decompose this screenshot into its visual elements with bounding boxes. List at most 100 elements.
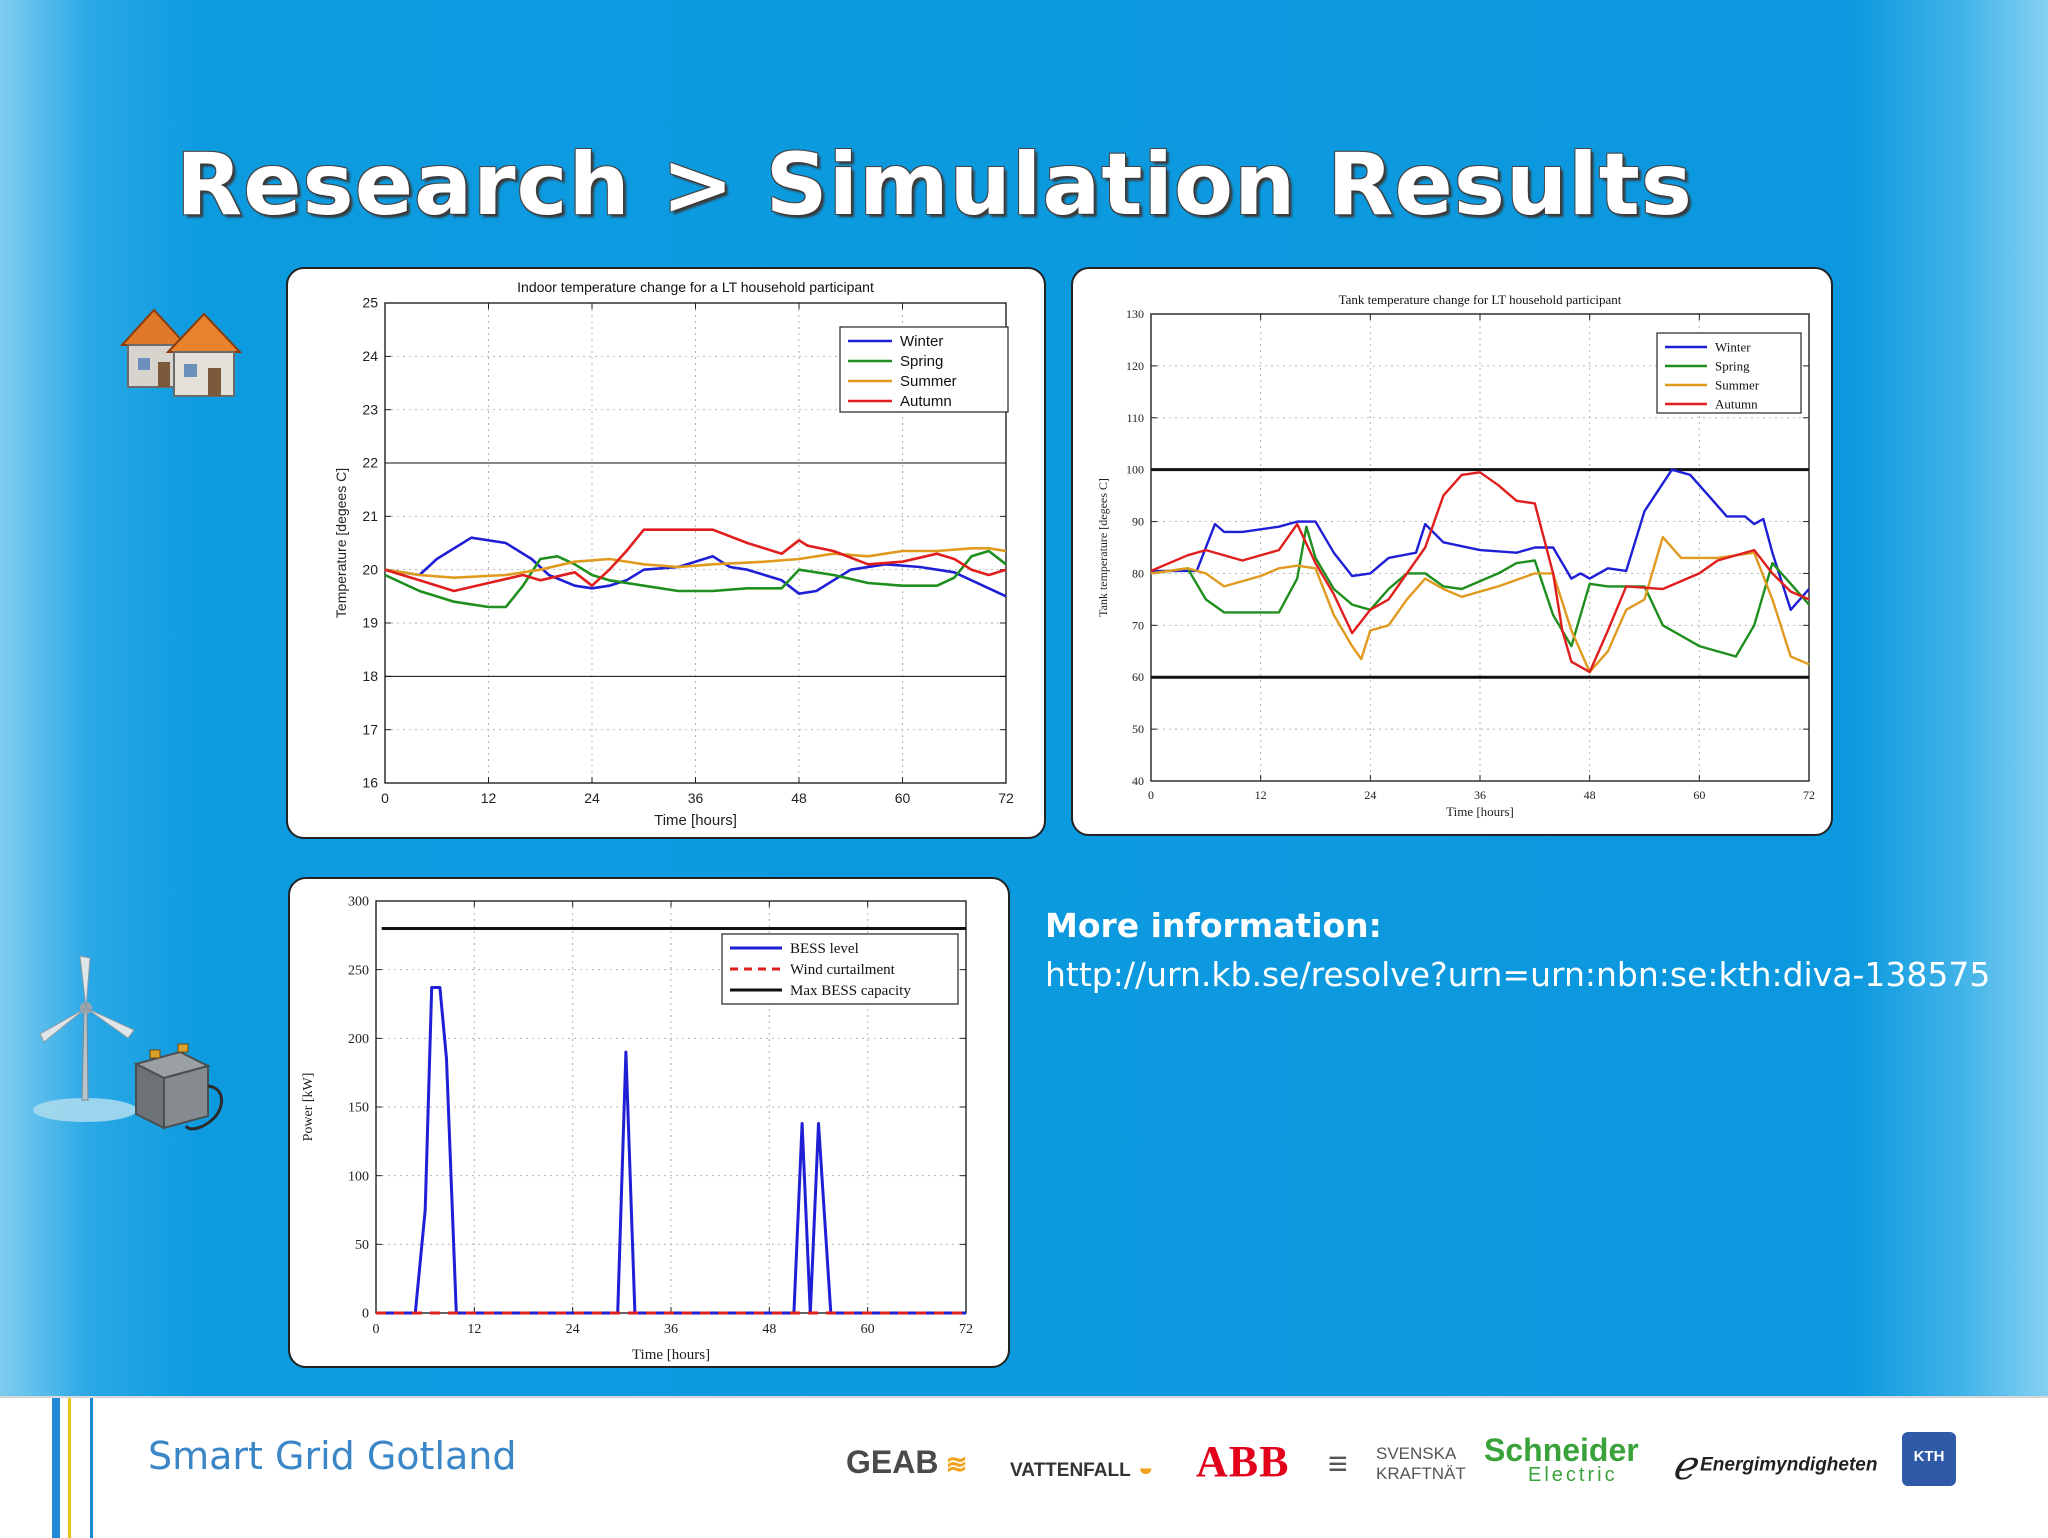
tank-temperature-chart-panel: 0 12 24 36 48 60 72 40 50 60 70 80 90 100 110 120 130 Tan… (1071, 267, 1833, 836)
tank-temperature-chart: 0 12 24 36 48 60 72 40 50 60 70 80 90 100 110 120 130 Tan… (1096, 292, 1815, 819)
vattenfall-logo: VATTENFALL ◒ (1010, 1452, 1154, 1483)
y-tick-label: 200 (348, 1032, 369, 1047)
schneider-electric-logo: Schneider Electric (1484, 1432, 1644, 1492)
legend-label: Summer (1715, 377, 1760, 392)
x-tick-label: 48 (1584, 788, 1596, 802)
indoor-temperature-chart: 0 12 24 36 48 60 72 16 17 18 19 20 21 22 23 24 25 Indoor … (333, 279, 1014, 829)
chart-title: Indoor temperature change for a LT house… (517, 279, 874, 295)
legend-label: Spring (900, 353, 943, 370)
sun-wave-icon: ◒ (1130, 1452, 1154, 1482)
energimyndigheten-logo-text: Energimyndigheten (1700, 1454, 1878, 1476)
x-tick-label: 12 (1255, 788, 1267, 802)
more-information-heading: More information: (1045, 906, 1382, 945)
x-tick-label: 48 (762, 1322, 776, 1337)
x-tick-label: 72 (998, 790, 1014, 806)
series-line-bess-level (376, 986, 966, 1315)
x-tick-label: 72 (1803, 788, 1815, 802)
stripes-icon: ≡ (1328, 1445, 1348, 1483)
y-tick-label: 60 (1132, 670, 1144, 684)
footer-brand: Smart Grid Gotland (148, 1434, 517, 1478)
y-tick-label: 130 (1126, 307, 1144, 321)
y-tick-label: 300 (348, 895, 369, 910)
x-tick-label: 48 (791, 790, 807, 806)
x-tick-label: 24 (566, 1322, 580, 1337)
x-tick-label: 36 (664, 1322, 678, 1337)
x-tick-label: 60 (1693, 788, 1705, 802)
more-information-link[interactable]: http://urn.kb.se/resolve?urn=urn:nbn:se:… (1045, 955, 1991, 994)
legend-label: Wind curtailment (790, 962, 896, 978)
y-tick-label: 24 (362, 348, 378, 364)
y-tick-label: 25 (362, 295, 378, 311)
x-tick-label: 24 (584, 790, 600, 806)
y-tick-label: 20 (362, 561, 378, 577)
x-tick-label: 36 (1474, 788, 1486, 802)
legend-label: Winter (900, 333, 943, 350)
y-tick-label: 150 (348, 1101, 369, 1116)
svenska-kraftnat-line2: KRAFTNÄT (1376, 1464, 1466, 1483)
series-line-autumn (384, 528, 1007, 593)
x-tick-label: 12 (481, 790, 497, 806)
geab-logo: GEAB ≋ (846, 1444, 967, 1481)
footer-stripe (68, 1398, 71, 1538)
x-tick-label: 72 (959, 1322, 973, 1337)
slide-title: Research > Simulation Results (176, 135, 1693, 235)
y-tick-label: 18 (362, 668, 378, 684)
y-tick-label: 250 (348, 963, 369, 978)
x-tick-label: 0 (1148, 788, 1154, 802)
legend-label: Autumn (1715, 396, 1758, 411)
x-tick-label: 36 (688, 790, 704, 806)
abb-logo-text: ABB (1196, 1437, 1290, 1486)
legend-label: Summer (900, 373, 957, 390)
bess-power-chart-panel: 0 12 24 36 48 60 72 0 50 100 150 200 250 300 Time [hou… (288, 877, 1010, 1368)
series-line-summer (1150, 535, 1810, 674)
vattenfall-logo-text: VATTENFALL (1010, 1460, 1131, 1481)
series-line-spring (1150, 525, 1810, 658)
abb-logo: ABB (1196, 1436, 1289, 1487)
series-line-summer (384, 546, 1007, 580)
schneider-logo-text: Schneider (1484, 1432, 1639, 1468)
x-tick-label: 60 (861, 1322, 875, 1337)
geab-logo-text: GEAB (846, 1444, 939, 1480)
y-tick-label: 70 (1132, 618, 1144, 632)
footer-bar: Smart Grid Gotland GEAB ≋ VATTENFALL ◒ A… (0, 1396, 2048, 1538)
y-axis-label: Temperature [degees C] (333, 468, 349, 618)
series-line-winter (384, 536, 1007, 598)
y-tick-label: 22 (362, 455, 378, 471)
y-tick-label: 19 (362, 615, 378, 631)
series-line-autumn (1150, 471, 1810, 674)
y-tick-label: 17 (362, 721, 378, 737)
kth-logo-text: KTH (1913, 1448, 1945, 1465)
footer-stripe (90, 1398, 93, 1538)
battery-icon (128, 1036, 228, 1136)
y-tick-label: 80 (1132, 566, 1144, 580)
legend-label: BESS level (790, 941, 859, 957)
x-tick-label: 0 (381, 790, 389, 806)
footer-stripe (52, 1398, 60, 1538)
x-tick-label: 24 (1364, 788, 1376, 802)
legend-label: Spring (1715, 358, 1750, 373)
x-axis-label: Time [hours] (1446, 804, 1514, 819)
energimyndigheten-e-icon: ℯ (1672, 1443, 1696, 1488)
kth-logo: KTH (1902, 1432, 1956, 1486)
x-axis-label: Time [hours] (654, 812, 737, 829)
energimyndigheten-logo: ℯ Energimyndigheten (1672, 1442, 1877, 1489)
svenska-kraftnat-line1: SVENSKA (1376, 1444, 1457, 1463)
legend-box (721, 933, 959, 1005)
y-tick-label: 90 (1132, 515, 1144, 529)
y-tick-label: 0 (362, 1307, 369, 1322)
y-tick-label: 110 (1126, 411, 1144, 425)
bess-power-chart: 0 12 24 36 48 60 72 0 50 100 150 200 250 300 Time [hou… (301, 895, 973, 1363)
legend-label: Autumn (900, 393, 952, 410)
electric-logo-text: Electric (1528, 1464, 1618, 1486)
y-tick-label: 100 (1126, 463, 1144, 477)
x-tick-label: 12 (467, 1322, 481, 1337)
wind-turbine-icon (30, 950, 140, 1125)
series-line-spring (384, 549, 1007, 609)
legend-label: Max BESS capacity (790, 983, 911, 999)
y-tick-label: 100 (348, 1169, 369, 1184)
chart-title: Tank temperature change for LT household… (1339, 292, 1622, 307)
sun-wave-icon: ≋ (938, 1449, 968, 1479)
series-line-winter (1151, 468, 1810, 611)
y-tick-label: 120 (1126, 359, 1144, 373)
